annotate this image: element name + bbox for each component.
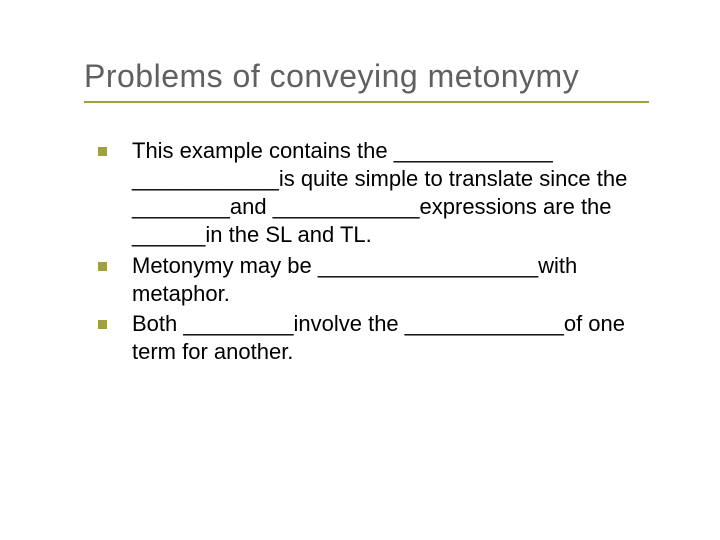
list-item: This example contains the _____________ …: [98, 137, 672, 250]
square-bullet-icon: [98, 147, 107, 156]
bullet-text: Metonymy may be __________________with m…: [132, 253, 577, 306]
bullet-list: This example contains the _____________ …: [90, 137, 672, 366]
bullet-text: Both _________involve the _____________o…: [132, 311, 625, 364]
square-bullet-icon: [98, 320, 107, 329]
list-item: Metonymy may be __________________with m…: [98, 252, 672, 308]
list-item: Both _________involve the _____________o…: [98, 310, 672, 366]
slide: Problems of conveying metonymy This exam…: [0, 0, 720, 540]
title-underline: [84, 101, 649, 103]
slide-title: Problems of conveying metonymy: [84, 58, 672, 95]
bullet-text: This example contains the _____________ …: [132, 138, 627, 247]
square-bullet-icon: [98, 262, 107, 271]
